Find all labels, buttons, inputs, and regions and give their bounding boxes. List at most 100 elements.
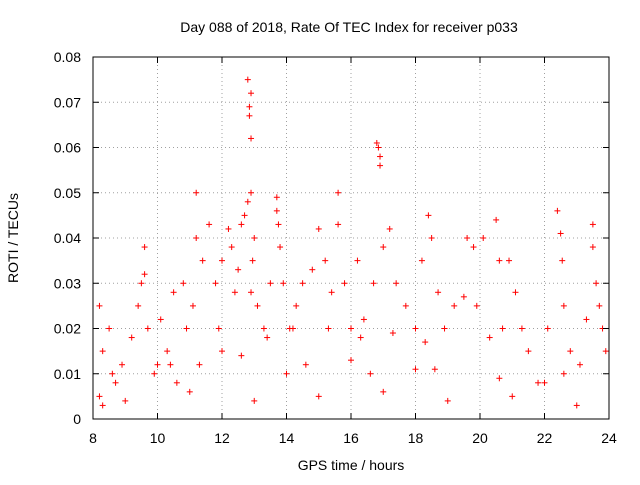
data-point [99, 348, 106, 355]
data-point [193, 235, 200, 241]
data-point [248, 189, 255, 196]
data-point [348, 325, 354, 332]
data-point [357, 334, 364, 341]
data-point [167, 361, 174, 368]
data-point [144, 325, 151, 332]
data-point [248, 90, 255, 97]
x-tick-label: 16 [343, 430, 359, 446]
data-point [335, 221, 342, 228]
data-point [315, 393, 322, 400]
data-point [325, 325, 332, 332]
data-point [189, 302, 196, 309]
data-point [335, 189, 342, 196]
data-point [299, 280, 306, 287]
data-point [112, 379, 119, 386]
data-point [435, 289, 442, 296]
data-point [106, 325, 113, 332]
data-point [119, 361, 126, 368]
y-tick-label: 0.04 [54, 230, 81, 246]
data-point [367, 370, 374, 377]
data-point [464, 235, 471, 241]
data-point [293, 302, 300, 309]
data-point [560, 370, 567, 377]
data-point [541, 379, 548, 386]
data-point [518, 325, 525, 332]
data-point [219, 257, 225, 264]
data-point [341, 280, 348, 287]
data-point [386, 225, 393, 232]
data-point [164, 348, 171, 355]
x-tick-label: 18 [408, 430, 424, 446]
data-point [280, 280, 287, 287]
data-point [231, 289, 238, 296]
x-tick-label: 14 [279, 430, 295, 446]
y-axis-label: ROTI / TECUs [5, 193, 21, 283]
data-point [506, 257, 513, 264]
data-point [499, 325, 506, 332]
data-point [141, 244, 148, 251]
data-point [238, 221, 245, 228]
data-point [486, 334, 493, 341]
data-point [273, 194, 280, 201]
data-point [99, 402, 106, 409]
data-point [109, 370, 116, 377]
data-point [254, 302, 261, 309]
data-point [248, 289, 255, 296]
data-point [444, 397, 451, 404]
data-point [199, 257, 206, 264]
data-point [180, 280, 187, 287]
data-point [186, 388, 193, 395]
data-point [264, 334, 271, 341]
data-point [225, 225, 232, 232]
data-point [412, 325, 419, 332]
data-point [373, 139, 380, 146]
data-point [348, 357, 354, 364]
data-point [535, 379, 542, 386]
y-axis-tick-labels: 0 0.01 0.02 0.03 0.04 0.05 0.06 0.07 0.08 [54, 49, 81, 427]
data-point [559, 257, 566, 264]
data-point [302, 361, 309, 368]
data-point [576, 361, 583, 368]
data-point [380, 388, 387, 395]
data-point [589, 221, 596, 228]
data-point [473, 302, 480, 309]
data-point [377, 162, 384, 169]
data-point [96, 393, 103, 400]
data-point [151, 370, 158, 377]
x-tick-label: 12 [214, 430, 230, 446]
y-tick-label: 0.03 [54, 275, 81, 291]
data-point [431, 366, 438, 373]
data-point [251, 397, 258, 404]
data-point [170, 289, 177, 296]
data-point [228, 244, 235, 251]
y-tick-label: 0 [73, 411, 81, 427]
data-point [375, 144, 382, 151]
data-point [377, 153, 384, 160]
data-point [315, 225, 322, 232]
data-point [496, 257, 503, 264]
data-point [496, 375, 503, 382]
data-point [354, 257, 361, 264]
data-point [596, 302, 603, 309]
axis-ticks [92, 56, 610, 420]
data-point [154, 361, 161, 368]
data-point [122, 397, 129, 404]
data-point [249, 257, 256, 264]
data-point [554, 207, 561, 214]
data-point [370, 280, 377, 287]
data-point [602, 348, 609, 355]
data-point [196, 361, 203, 368]
data-point [389, 330, 396, 337]
data-point [183, 325, 190, 332]
data-point [128, 334, 135, 341]
x-tick-label: 10 [150, 430, 166, 446]
data-point [560, 302, 567, 309]
data-point [360, 316, 367, 323]
x-tick-label: 8 [89, 430, 97, 446]
data-point [309, 266, 316, 273]
y-tick-label: 0.02 [54, 321, 81, 337]
x-tick-label: 22 [537, 430, 553, 446]
data-point [589, 244, 596, 251]
data-point [544, 325, 551, 332]
